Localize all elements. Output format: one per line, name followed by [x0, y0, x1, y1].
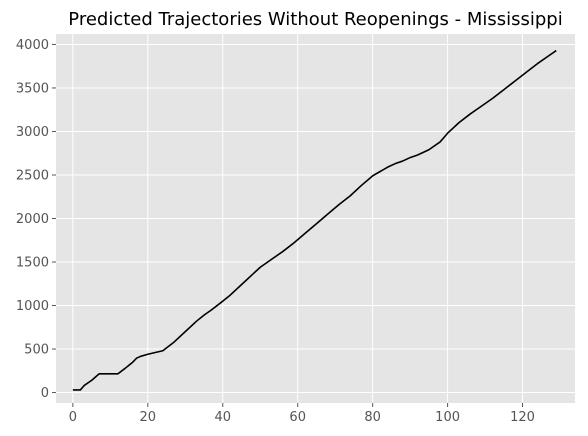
- x-tick-label: 100: [435, 410, 460, 425]
- y-tick-label: 3500: [16, 81, 49, 96]
- x-tick-label: 60: [289, 410, 306, 425]
- series-line: [72, 49, 557, 391]
- x-tick-label: 40: [214, 410, 231, 425]
- y-tick-label: 1500: [16, 256, 49, 271]
- x-tick-label: 20: [140, 410, 157, 425]
- y-tick-label: 2000: [16, 212, 49, 227]
- axis-ticks: 0 20 40 60 80 100 120 0 500 1000 1500 2000 2500 3000 3…: [16, 38, 535, 425]
- y-tick-label: 500: [24, 343, 49, 358]
- y-tick-label: 0: [41, 386, 49, 401]
- x-tick-label: 0: [69, 410, 77, 425]
- x-tick-label: 80: [364, 410, 381, 425]
- grid-lines: [56, 34, 575, 403]
- series-layer: [72, 49, 557, 391]
- y-tick-label: 1000: [16, 299, 49, 314]
- y-tick-label: 2500: [16, 168, 49, 183]
- x-tick-label: 120: [510, 410, 535, 425]
- chart-title: Predicted Trajectories Without Reopening…: [68, 9, 562, 30]
- y-tick-label: 4000: [16, 38, 49, 53]
- y-tick-label: 3000: [16, 125, 49, 140]
